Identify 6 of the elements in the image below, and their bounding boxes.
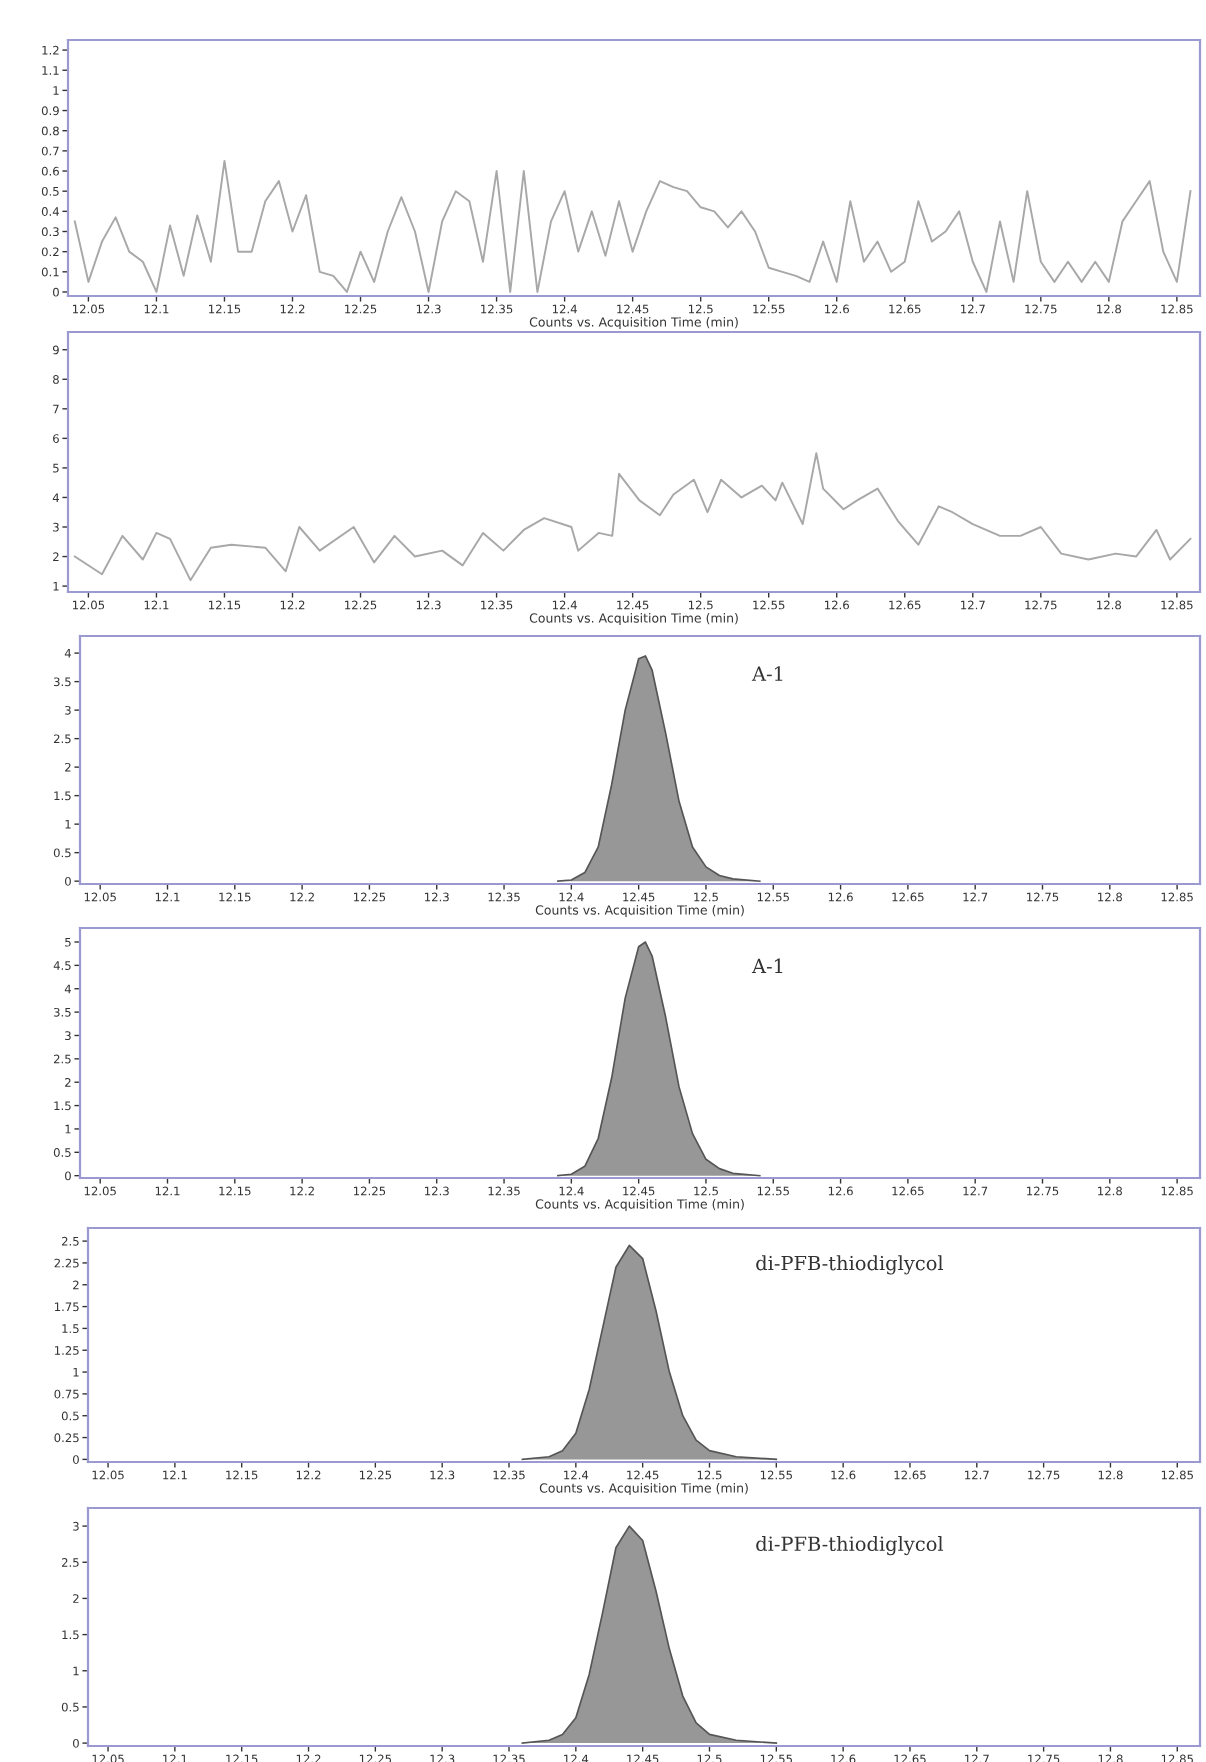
annotation: di-PFB-thiodiglycol [756,1536,944,1556]
line-series [73,159,1192,293]
line-series [73,452,1192,582]
annotation: di-PFB-thiodiglycol [756,1255,944,1275]
annotation: A-1 [751,958,783,973]
annotation: A-1 [751,666,783,681]
